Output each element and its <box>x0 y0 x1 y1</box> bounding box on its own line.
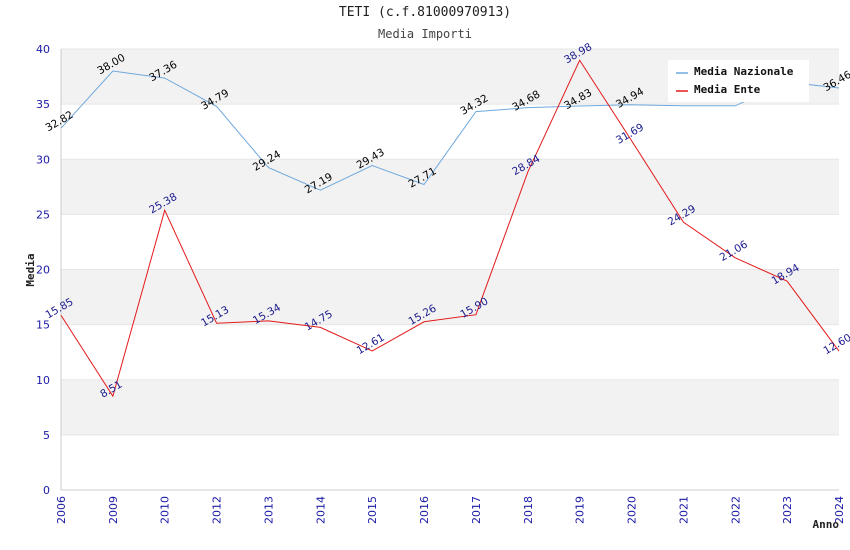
plot-band <box>61 104 839 160</box>
y-tick-label: 30 <box>36 153 50 166</box>
x-tick-label: 2014 <box>314 496 327 524</box>
x-tick-label: 2022 <box>729 496 742 524</box>
x-tick-label: 2013 <box>262 496 275 524</box>
legend: Media Nazionale Media Ente <box>668 60 809 102</box>
legend-label-media-ente: Media Ente <box>694 83 761 96</box>
y-tick-label: 10 <box>36 374 50 387</box>
plot-band <box>61 269 839 325</box>
x-tick-label: 2024 <box>833 496 846 524</box>
series-layer <box>60 59 840 398</box>
y-tick-label: 0 <box>43 484 50 497</box>
plot-band <box>61 214 839 270</box>
legend-box <box>668 60 809 102</box>
x-tick-label: 2017 <box>470 496 483 524</box>
x-tick-label: 2009 <box>107 496 120 524</box>
axes: 0 5 10 15 20 25 30 35 40 2006 2009 2010 2012 2013 2014… <box>36 43 846 524</box>
x-tick-label: 2006 <box>55 496 68 524</box>
y-tick-label: 40 <box>36 43 50 56</box>
plot-band <box>61 324 839 380</box>
y-tick-label: 15 <box>36 319 50 332</box>
x-tick-label: 2016 <box>418 496 431 524</box>
x-tick-label: 2010 <box>159 496 172 524</box>
chart-title: TETI (c.f.81000970913) <box>338 5 512 20</box>
series-line-media-nazionale <box>60 70 840 191</box>
plot-band <box>61 159 839 215</box>
x-tick-label: 2015 <box>366 496 379 524</box>
y-tick-label: 35 <box>36 98 50 111</box>
x-tick-label: 2018 <box>522 496 535 524</box>
x-axis-label: Anno <box>813 518 840 531</box>
y-axis-label: Media <box>24 253 37 286</box>
x-tick-label: 2023 <box>781 496 794 524</box>
x-tick-label: 2019 <box>574 496 587 524</box>
plot-band <box>61 434 839 490</box>
plot-background <box>61 48 839 491</box>
y-tick-label: 5 <box>43 429 50 442</box>
y-tick-label: 25 <box>36 208 50 221</box>
plot-band <box>61 379 839 435</box>
chart-subtitle: Media Importi <box>378 27 472 41</box>
x-tick-label: 2020 <box>626 496 639 524</box>
series-line-media-ente <box>60 59 840 398</box>
x-tick-label: 2012 <box>211 496 224 524</box>
legend-label-media-nazionale: Media Nazionale <box>694 65 794 78</box>
y-tick-label: 20 <box>36 264 50 277</box>
x-tick-label: 2021 <box>677 496 690 524</box>
